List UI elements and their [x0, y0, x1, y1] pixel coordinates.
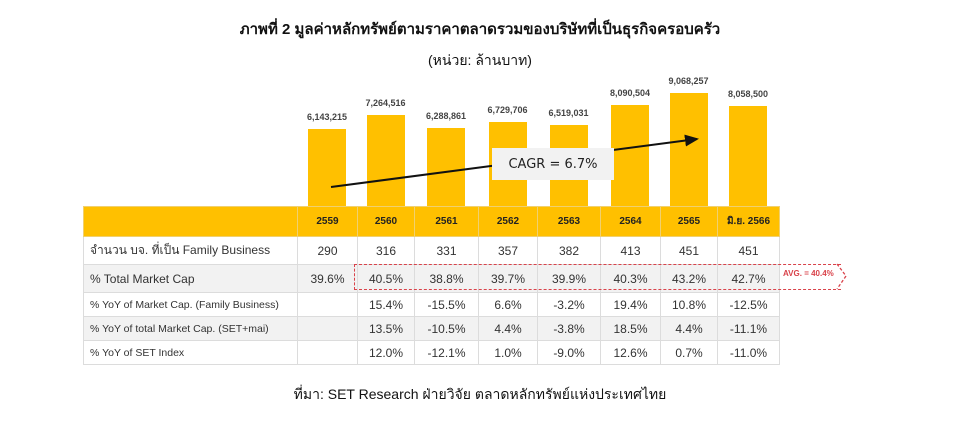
- table-cell: -11.1%: [717, 316, 780, 341]
- bar-value-label: 8,058,500: [727, 89, 769, 99]
- table-cell: 6.6%: [478, 292, 538, 317]
- table-cell: -11.0%: [717, 340, 780, 365]
- header-blank-cell: [83, 206, 298, 237]
- table-cell: 382: [537, 236, 601, 265]
- bar-value-label: 6,143,215: [306, 112, 348, 122]
- table-cell: 316: [357, 236, 415, 265]
- data-table: 2559 2560 2561 2562 2563 2564 2565 มิ.ย. 2566 จำ…: [83, 206, 780, 365]
- table-cell: -3.8%: [537, 316, 601, 341]
- column-header: มิ.ย. 2566: [717, 206, 780, 237]
- table-cell: 290: [297, 236, 358, 265]
- chart-title: ภาพที่ 2 มูลค่าหลักทรัพย์ตามราคาตลาดรวมข…: [239, 21, 721, 38]
- row-label: % YoY of Market Cap. (Family Business): [83, 292, 298, 317]
- chevron-right-icon: [836, 263, 847, 290]
- row-label: จำนวน บจ. ที่เป็น Family Business: [83, 236, 298, 265]
- row-label: % Total Market Cap: [83, 264, 298, 293]
- column-header: 2559: [297, 206, 358, 237]
- table-cell: 10.8%: [660, 292, 718, 317]
- table-cell: 19.4%: [600, 292, 661, 317]
- bar-value-label: 7,264,516: [365, 98, 406, 108]
- table-cell: [297, 340, 358, 365]
- bar-value-label: 6,519,031: [548, 108, 589, 118]
- table-header-row: 2559 2560 2561 2562 2563 2564 2565 มิ.ย. 2566: [83, 206, 780, 237]
- table-cell: 4.4%: [478, 316, 538, 341]
- table-row: % YoY of SET Index 12.0% -12.1% 1.0% -9.0% 12…: [83, 340, 780, 365]
- table-cell: 38.8%: [414, 264, 479, 293]
- column-header: 2565: [660, 206, 718, 237]
- bar-value-label: 8,090,504: [609, 88, 651, 98]
- table-cell: 4.4%: [660, 316, 718, 341]
- table-cell: 39.6%: [297, 264, 358, 293]
- column-header: 2560: [357, 206, 415, 237]
- table-cell: 18.5%: [600, 316, 661, 341]
- bar-value-label: 9,068,257: [668, 76, 709, 86]
- table-cell: 331: [414, 236, 479, 265]
- bar-chart: CAGR = 6.7% 6,143,215 7,264,516 6,288,861 6…: [0, 0, 960, 210]
- table-cell: 42.7%: [717, 264, 780, 293]
- table-cell: 43.2%: [660, 264, 718, 293]
- table-cell: -9.0%: [537, 340, 601, 365]
- table-cell: -15.5%: [414, 292, 479, 317]
- table-cell: 13.5%: [357, 316, 415, 341]
- table-cell: 1.0%: [478, 340, 538, 365]
- source-note: ที่มา: SET Research ฝ่ายวิจัย ตลาดหลักทร…: [293, 386, 667, 402]
- table-cell: 451: [717, 236, 780, 265]
- table-row: % YoY of Market Cap. (Family Business) 15…: [83, 292, 780, 317]
- table-cell: [297, 292, 358, 317]
- bar: [366, 115, 405, 206]
- table-cell: -10.5%: [414, 316, 479, 341]
- average-label: AVG. = 40.4%: [783, 269, 834, 278]
- column-header: 2562: [478, 206, 538, 237]
- row-label: % YoY of SET Index: [83, 340, 298, 365]
- table-cell: 12.0%: [357, 340, 415, 365]
- table-cell: 40.3%: [600, 264, 661, 293]
- row-label: % YoY of total Market Cap. (SET+mai): [83, 316, 298, 341]
- table-cell: 15.4%: [357, 292, 415, 317]
- table-cell: 12.6%: [600, 340, 661, 365]
- column-header: 2561: [414, 206, 479, 237]
- column-header: 2563: [537, 206, 601, 237]
- table-cell: 40.5%: [357, 264, 415, 293]
- bar-value-label: 6,288,861: [425, 111, 467, 121]
- table-cell: 357: [478, 236, 538, 265]
- table-row: จำนวน บจ. ที่เป็น Family Business 290 316 3…: [83, 236, 780, 265]
- chart-subtitle: (หน่วย: ล้านบาท): [428, 52, 532, 68]
- bar: [729, 106, 767, 206]
- table-cell: 39.9%: [537, 264, 601, 293]
- table-cell: 39.7%: [478, 264, 538, 293]
- bar: [308, 129, 346, 206]
- table-row: % YoY of total Market Cap. (SET+mai) 13.5…: [83, 316, 780, 341]
- bar: [611, 105, 649, 206]
- table-cell: -3.2%: [537, 292, 601, 317]
- table-cell: -12.5%: [717, 292, 780, 317]
- bar-value-label: 6,729,706: [487, 105, 528, 115]
- table-cell: 0.7%: [660, 340, 718, 365]
- column-header: 2564: [600, 206, 661, 237]
- table-cell: [297, 316, 358, 341]
- table-cell: 413: [600, 236, 661, 265]
- table-cell: 451: [660, 236, 718, 265]
- table-cell: -12.1%: [414, 340, 479, 365]
- bar: [427, 128, 465, 206]
- bar: [669, 93, 708, 206]
- cagr-annotation: CAGR = 6.7%: [492, 148, 614, 180]
- table-row: % Total Market Cap 39.6% 40.5% 38.8% 39.7% 39…: [83, 264, 780, 293]
